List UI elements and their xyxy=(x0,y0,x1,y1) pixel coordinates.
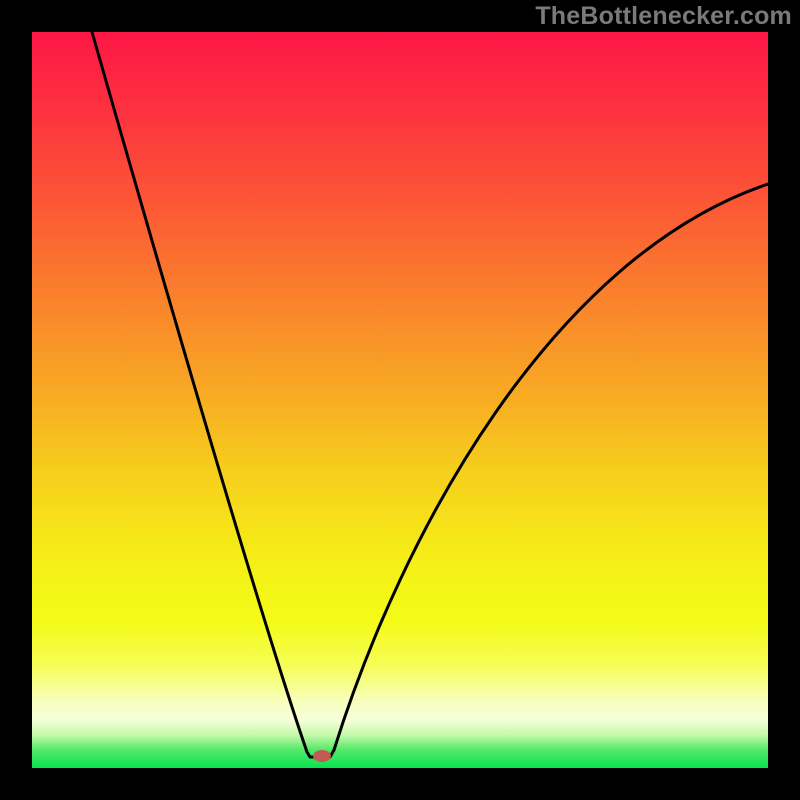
chart-stage: TheBottlenecker.com xyxy=(0,0,800,800)
watermark-text: TheBottlenecker.com xyxy=(535,2,792,31)
gradient-background xyxy=(32,32,768,768)
chart-svg xyxy=(0,0,800,800)
optimum-marker xyxy=(313,750,331,762)
plot-area xyxy=(32,32,768,768)
